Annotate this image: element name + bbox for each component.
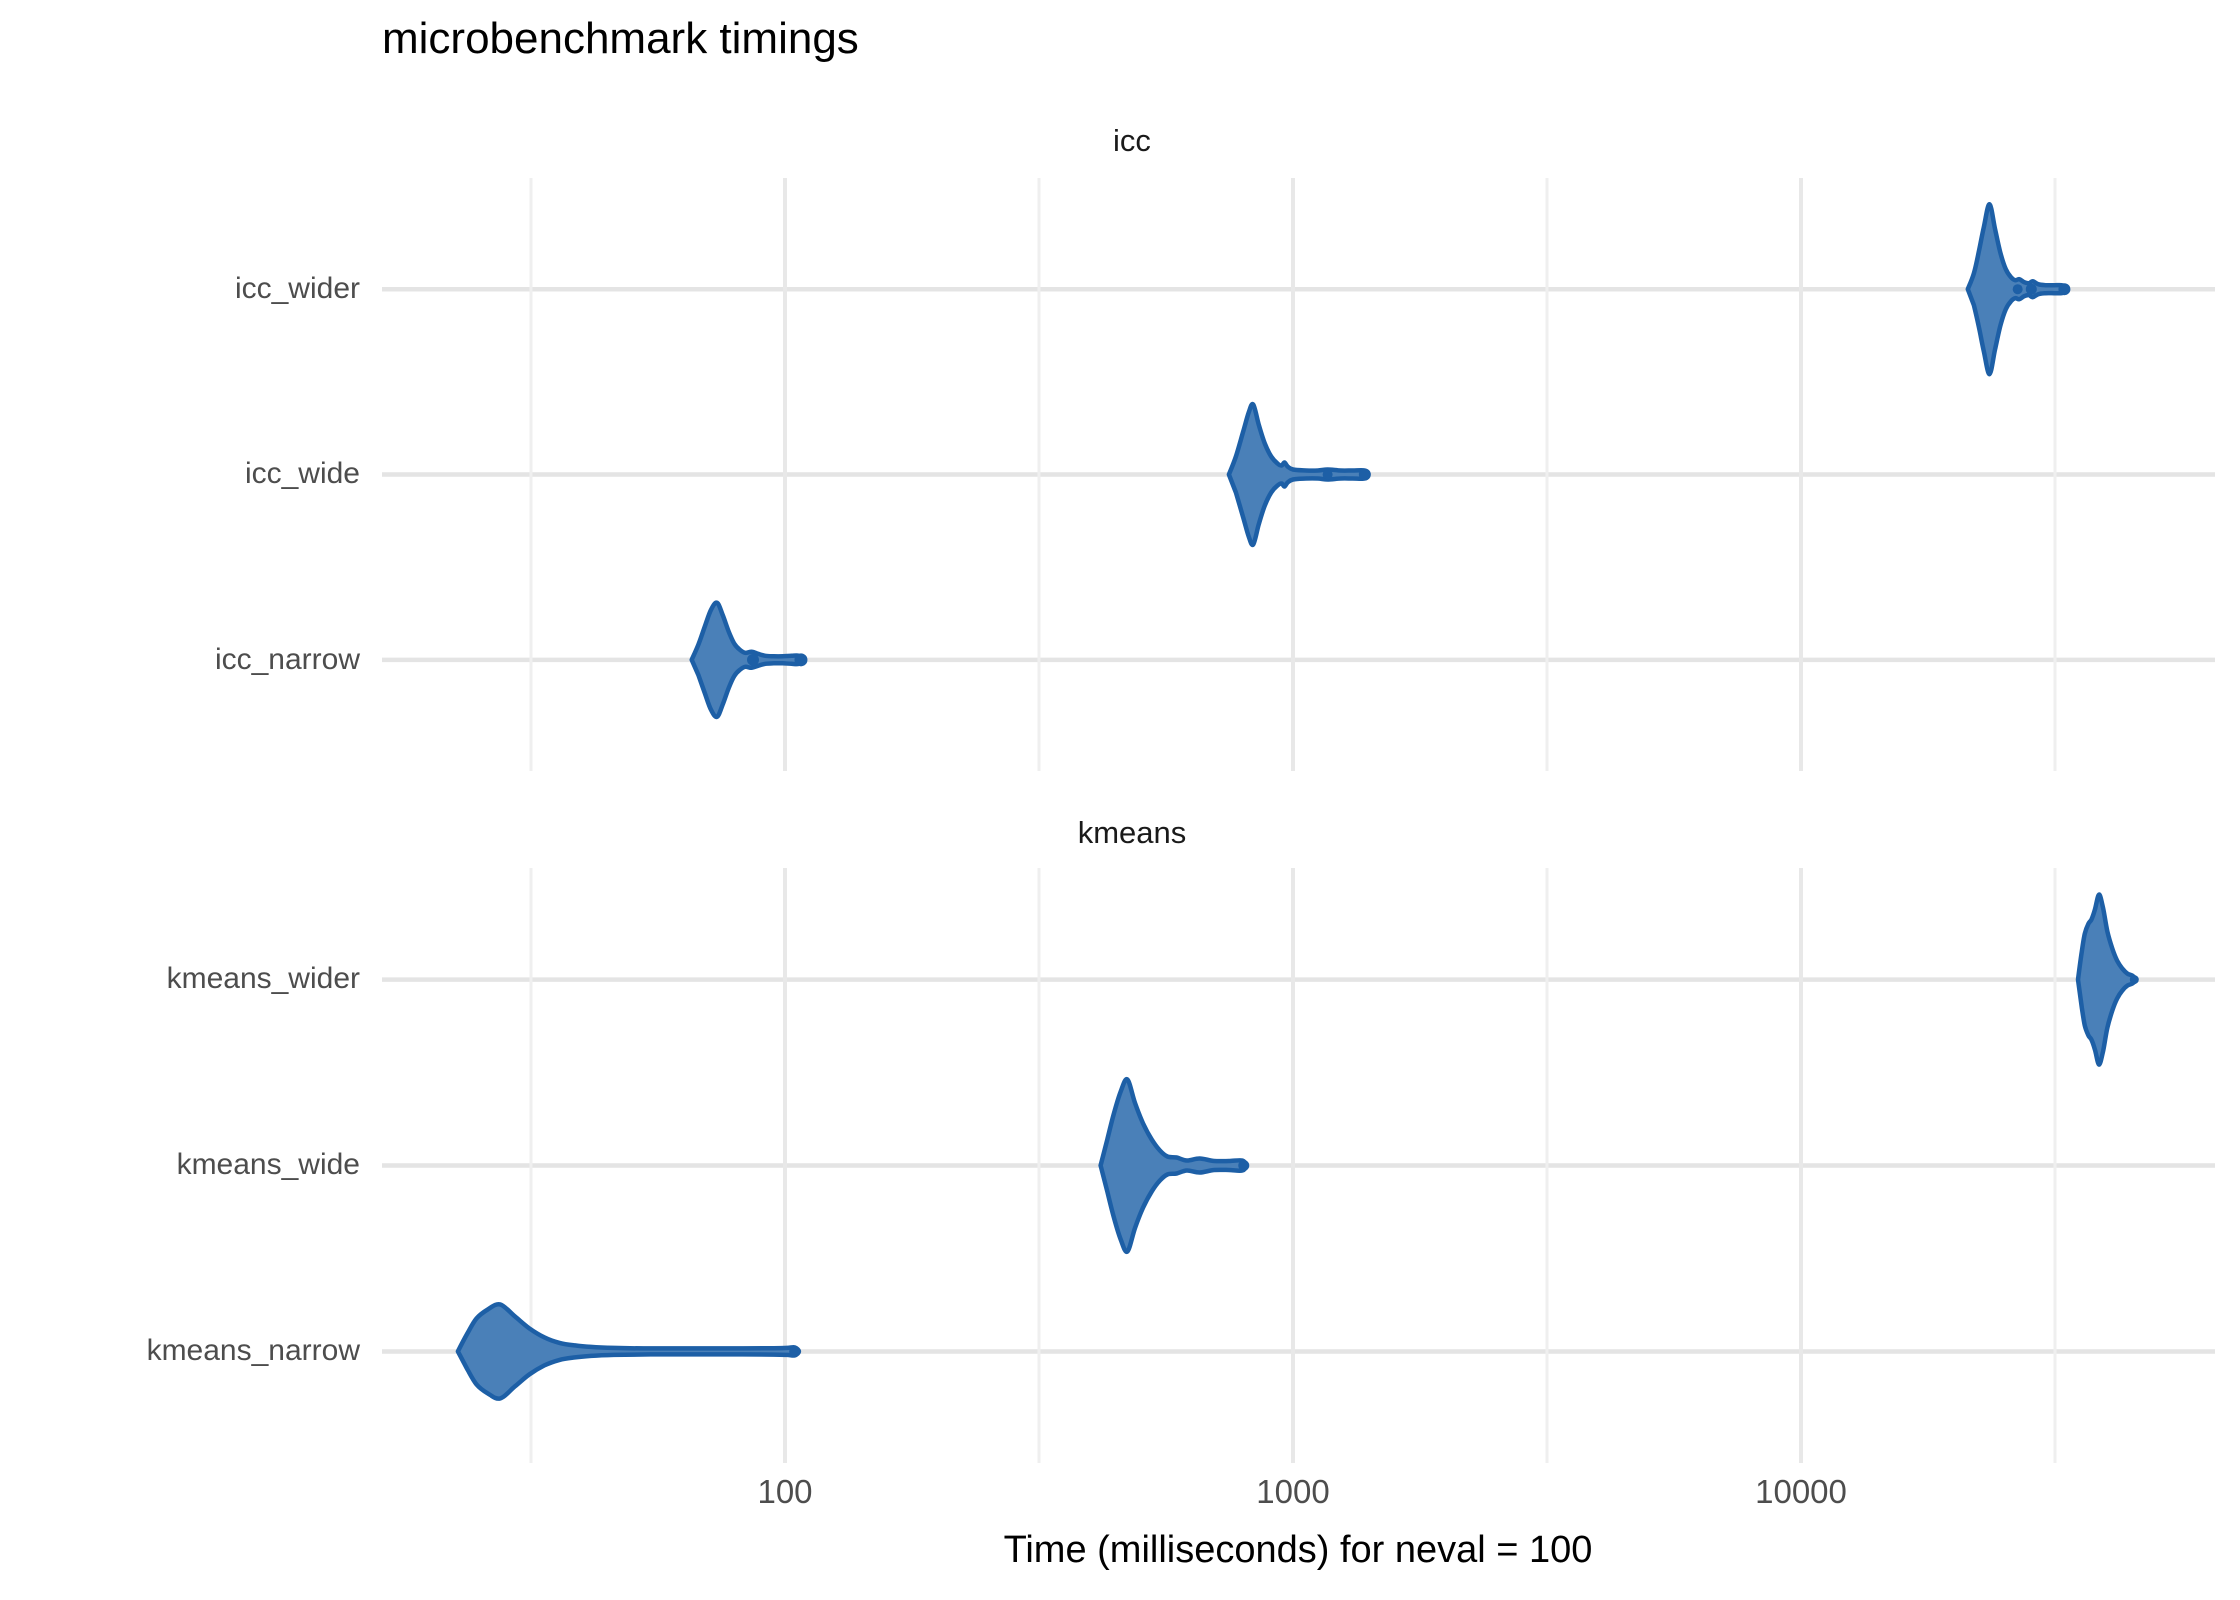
y-axis-label-kmeans-wider: kmeans_wider — [166, 962, 360, 995]
outlier-dot-kmeans_narrow — [789, 1346, 799, 1356]
outlier-dot-icc_wide — [1322, 469, 1333, 480]
outlier-dot-icc_narrow — [747, 653, 760, 666]
y-axis-label-kmeans-wide: kmeans_wide — [176, 1148, 360, 1181]
violin-kmeans_wider — [2075, 892, 2139, 1067]
x-tick-label-10000: 10000 — [1755, 1473, 1847, 1510]
violin-icc_wide — [1226, 401, 1371, 548]
y-axis-label-icc-wide: icc_wide — [244, 457, 360, 490]
y-axis-label-icc-wider: icc_wider — [234, 272, 360, 305]
plot-title: microbenchmark timings — [382, 14, 859, 63]
x-tick-label-1000: 1000 — [1256, 1473, 1330, 1510]
facet-panel-kmeans — [382, 868, 2215, 1463]
outlier-dot-icc_wider — [2058, 283, 2071, 296]
outlier-dot-kmeans_wider — [2129, 975, 2139, 985]
outlier-dot-icc_narrow — [794, 653, 808, 667]
facet-strip-label-kmeans: kmeans — [1077, 815, 1187, 850]
y-axis-label-icc-narrow: icc_narrow — [214, 643, 360, 676]
x-axis-title: Time (milliseconds) for neval = 100 — [1003, 1529, 1593, 1571]
outlier-dot-kmeans_wide — [1238, 1160, 1250, 1171]
violin-kmeans_wide — [1098, 1076, 1248, 1255]
outlier-dot-icc_wider — [2012, 284, 2023, 295]
violin-kmeans_narrow — [455, 1301, 802, 1401]
outlier-dot-icc_wider — [2025, 283, 2037, 295]
y-axis-label-kmeans-narrow: kmeans_narrow — [146, 1334, 360, 1367]
outlier-dot-icc_wide — [1358, 468, 1371, 481]
facet-strip-label-icc: icc — [1113, 123, 1151, 158]
facet-panel-icc — [382, 178, 2215, 771]
x-tick-label-100: 100 — [757, 1473, 813, 1510]
